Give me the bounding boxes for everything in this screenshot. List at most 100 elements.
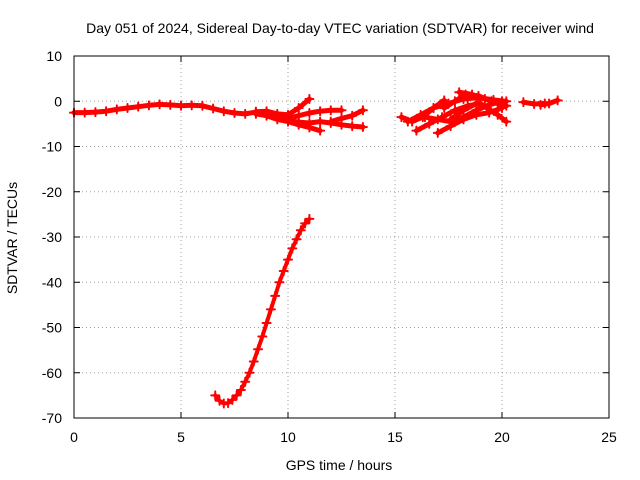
data-point [261,110,272,121]
series-line-arc-7 [213,216,312,406]
x-tick-label: 10 [280,429,296,445]
data-point [396,112,407,123]
data-point [133,101,144,112]
data-point [197,100,208,111]
data-point [336,113,347,124]
data-point [240,376,251,387]
data-point [111,104,122,115]
data-point [250,108,261,119]
data-point [492,98,503,109]
y-tick-label: -10 [42,139,62,155]
data-point [492,109,503,120]
data-point [357,122,368,133]
chart-title: Day 051 of 2024, Sidereal Day-to-day VTE… [86,20,594,36]
data-point [90,107,101,118]
data-point [411,125,422,136]
data-point [143,100,154,111]
y-tick-label: -60 [42,365,62,381]
data-point [449,105,460,116]
data-point [325,116,336,127]
x-tick-label: 25 [601,429,617,445]
data-point [424,118,435,129]
y-tick-label: -30 [42,229,62,245]
x-tick-label: 20 [494,429,510,445]
data-point [244,367,255,378]
y-tick-label: -50 [42,320,62,336]
data-point [501,116,512,127]
data-point [208,103,219,114]
data-point [300,218,311,229]
y-tick-label: -40 [42,274,62,290]
y-axis-label: SDTVAR / TECUs [4,182,20,294]
data-point [347,121,358,132]
data-point [235,384,246,395]
data-point [248,356,259,367]
data-point [291,234,302,245]
y-tick-label: 0 [54,93,62,109]
data-point [261,317,272,328]
series-line-arc-1 [71,101,259,117]
x-tick-label: 15 [387,429,403,445]
data-point [265,304,276,315]
x-tick-label: 0 [70,429,78,445]
data-point [449,96,460,107]
data-point [471,109,482,120]
data-point [419,112,430,123]
data-series [69,87,563,409]
data-point [518,97,529,108]
data-point [186,100,197,111]
data-point [325,105,336,116]
data-point [210,390,221,401]
data-point [304,117,315,128]
x-axis-label: GPS time / hours [286,457,393,473]
plot-frame [73,55,610,419]
data-point [283,115,293,126]
data-point [272,112,283,123]
data-point [357,105,368,116]
data-point [240,108,251,119]
data-point [445,114,456,125]
data-point [154,99,165,110]
data-point [432,114,443,125]
y-tick-label: -20 [42,184,62,200]
data-point [165,99,176,110]
data-point [287,243,298,254]
data-point [315,116,326,127]
y-tick-label: -70 [42,410,62,426]
data-point [535,99,546,110]
data-point [227,394,238,405]
data-point [501,100,512,111]
series-line-arc-14 [448,101,509,125]
data-point [218,106,229,117]
data-point [315,106,326,117]
series-line-arc-6 [328,107,366,125]
data-point [257,331,268,342]
data-point [544,98,555,109]
data-point [283,254,293,265]
data-point [79,107,90,118]
data-point [253,344,264,355]
data-point [176,100,186,111]
y-tick-label: 10 [46,48,62,64]
data-point [304,213,315,224]
data-point [479,93,490,104]
data-point [336,105,347,116]
data-point [402,116,413,127]
data-point [304,93,315,104]
data-point [454,87,465,98]
data-point [231,390,242,401]
data-point [428,103,439,114]
data-point [482,103,493,114]
data-point [295,225,306,236]
data-point [432,127,443,138]
data-point [347,110,358,121]
data-point [458,105,469,116]
x-tick-label: 5 [177,429,185,445]
data-point [274,277,285,288]
data-point [278,265,289,276]
data-point [439,103,450,114]
data-point [293,117,304,128]
data-point [270,290,281,301]
data-point [467,89,478,100]
data-point [229,108,240,119]
